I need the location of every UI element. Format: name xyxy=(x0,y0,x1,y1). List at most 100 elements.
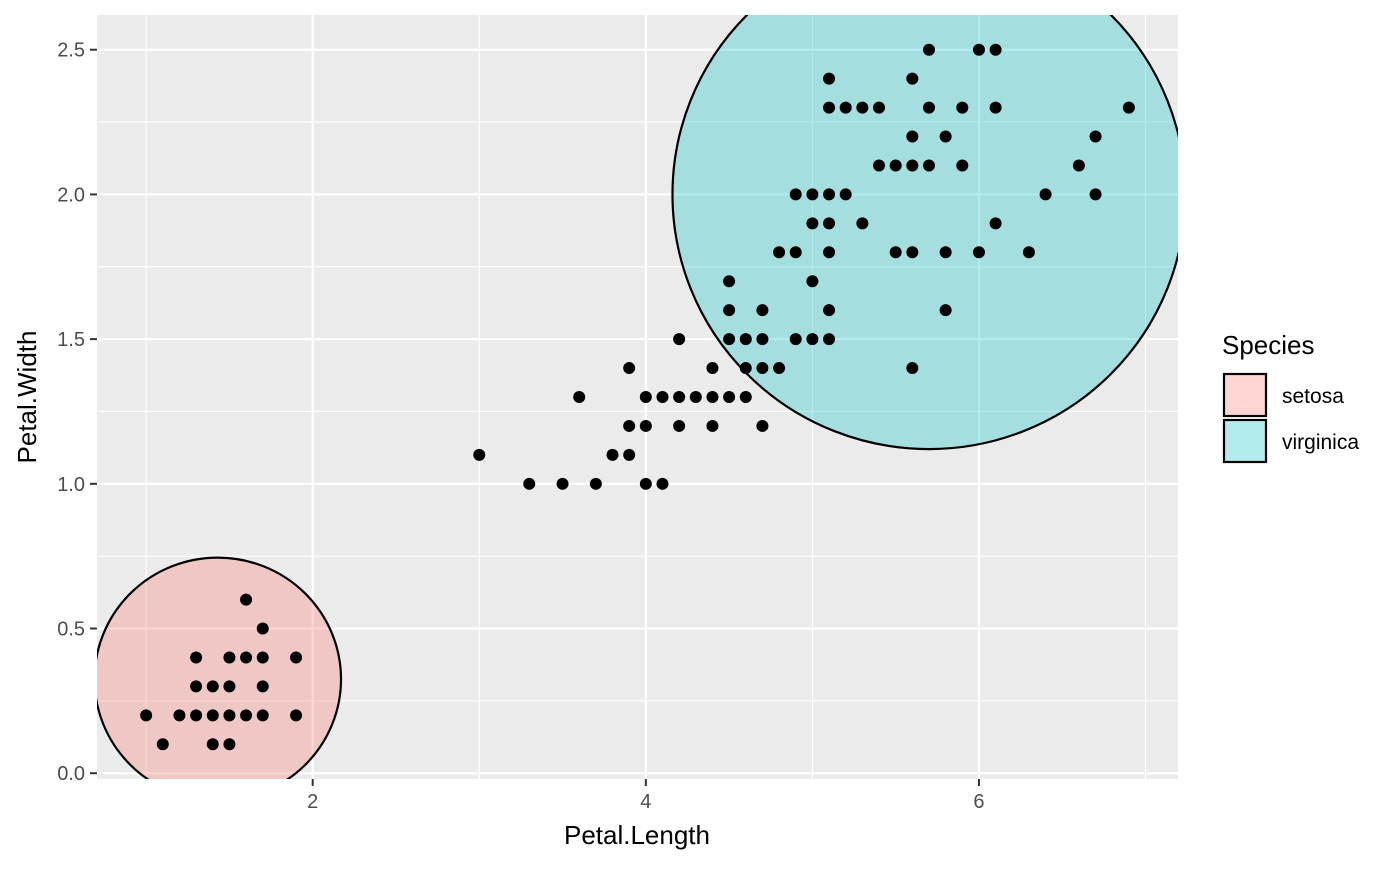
data-point xyxy=(906,72,919,85)
data-point xyxy=(906,246,919,259)
data-point xyxy=(989,217,1002,230)
data-point xyxy=(956,159,969,172)
plot-panel xyxy=(97,15,1178,779)
data-point xyxy=(989,101,1002,114)
point-layer xyxy=(140,43,1135,751)
data-point xyxy=(290,651,303,664)
data-point xyxy=(889,246,902,259)
data-point xyxy=(723,391,736,403)
data-point xyxy=(739,391,752,403)
data-point xyxy=(1122,101,1135,114)
data-point xyxy=(1072,159,1085,172)
data-point xyxy=(789,188,802,201)
data-point xyxy=(156,738,169,751)
data-point xyxy=(823,333,836,346)
data-point xyxy=(906,130,919,143)
legend-key-setosa xyxy=(1222,372,1268,418)
data-point xyxy=(972,246,985,259)
data-point xyxy=(240,593,253,606)
data-point xyxy=(673,333,686,346)
data-point xyxy=(856,217,869,230)
data-point xyxy=(906,362,919,375)
data-point xyxy=(706,419,719,432)
data-point xyxy=(623,419,636,432)
y-tick-label: 2.0 xyxy=(57,184,85,206)
data-point xyxy=(823,72,836,85)
data-point xyxy=(206,680,219,693)
y-tick-label: 0.5 xyxy=(57,619,85,641)
y-tick-label: 0.0 xyxy=(57,763,85,785)
data-point xyxy=(290,709,303,722)
data-point xyxy=(689,391,702,403)
data-point xyxy=(240,651,253,664)
y-tick-label: 2.5 xyxy=(57,40,85,62)
data-point xyxy=(806,333,819,346)
data-point xyxy=(789,246,802,259)
data-point xyxy=(190,680,203,693)
y-tick-label: 1.0 xyxy=(57,474,85,496)
x-tick-label: 6 xyxy=(973,791,984,813)
data-point xyxy=(873,101,886,114)
data-point xyxy=(1039,188,1052,201)
data-point xyxy=(739,333,752,346)
data-point xyxy=(823,217,836,230)
data-point xyxy=(206,738,219,751)
data-point xyxy=(623,362,636,375)
legend-title: Species xyxy=(1222,330,1315,360)
x-tick-label: 4 xyxy=(640,791,651,813)
data-point xyxy=(1089,188,1102,201)
data-point xyxy=(256,651,269,664)
data-point xyxy=(956,101,969,114)
data-point xyxy=(856,101,869,114)
data-point xyxy=(773,246,786,259)
data-point xyxy=(789,333,802,346)
ellipse-setosa xyxy=(97,556,343,779)
x-tick-label: 2 xyxy=(307,791,318,813)
data-point xyxy=(623,448,636,461)
data-point xyxy=(756,419,769,432)
data-point xyxy=(606,448,619,461)
data-point xyxy=(656,391,669,403)
data-point xyxy=(723,333,736,346)
data-point xyxy=(173,709,186,722)
x-axis: 2 4 6 xyxy=(307,779,985,813)
data-point xyxy=(906,159,919,172)
data-point xyxy=(656,477,669,490)
legend-label-virginica: virginica xyxy=(1282,431,1359,454)
x-axis-title: Petal.Length xyxy=(564,820,710,850)
y-axis: 0.0 0.5 1.0 1.5 2.0 2.5 xyxy=(57,40,97,785)
data-point xyxy=(823,246,836,259)
legend-key-virginica xyxy=(1222,418,1268,464)
legend-label-setosa: setosa xyxy=(1282,385,1344,408)
data-point xyxy=(223,738,236,751)
legend-key-bg xyxy=(1224,420,1266,462)
y-tick-label: 1.5 xyxy=(57,329,85,351)
data-point xyxy=(922,159,935,172)
data-point xyxy=(806,217,819,230)
data-point xyxy=(706,391,719,403)
data-point xyxy=(573,391,586,403)
data-point xyxy=(256,622,269,635)
data-point xyxy=(989,43,1002,56)
data-point xyxy=(256,680,269,693)
data-point xyxy=(706,362,719,375)
data-point xyxy=(556,477,569,490)
data-point xyxy=(673,419,686,432)
data-point xyxy=(889,159,902,172)
data-point xyxy=(639,391,652,403)
data-point xyxy=(939,130,952,143)
legend: Species setosa virginica xyxy=(1222,330,1359,464)
grid-minor xyxy=(97,15,1178,779)
data-point xyxy=(256,709,269,722)
data-point xyxy=(922,43,935,56)
legend-key-bg xyxy=(1224,374,1266,416)
data-point xyxy=(873,159,886,172)
data-point xyxy=(140,709,153,722)
data-point xyxy=(839,188,852,201)
y-axis-title: Petal.Width xyxy=(12,331,42,464)
data-point xyxy=(523,477,536,490)
data-point xyxy=(589,477,602,490)
data-point xyxy=(739,362,752,375)
